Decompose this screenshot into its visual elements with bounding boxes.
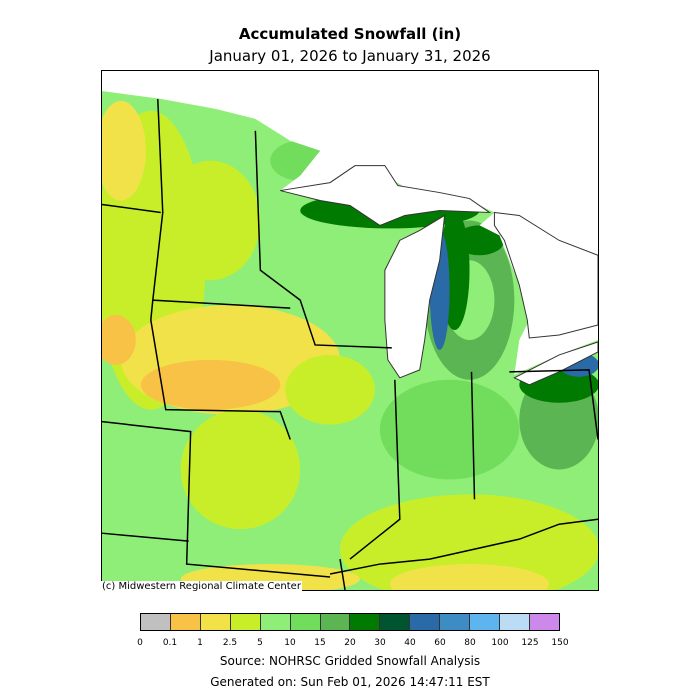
map-svg	[101, 71, 599, 591]
colorbar-tick-label: 60	[434, 638, 446, 648]
lake-michigan	[384, 214, 446, 379]
colorbar-swatch	[141, 614, 171, 630]
credit-text: (c) Midwestern Regional Climate Center	[101, 581, 302, 592]
colorbar-tick-label: 2.5	[222, 638, 238, 648]
map-subtitle: January 01, 2026 to January 31, 2026	[209, 47, 491, 65]
colorbar-swatch	[170, 614, 201, 630]
colorbar-ticks: 0 0.1 1 2.5 5 10 15 20 30 40 60 80 100 125 150	[137, 638, 568, 650]
colorbar-tick-label: 5	[257, 638, 263, 648]
state-boundaries	[101, 98, 599, 591]
colorbar-tick-label: 10	[284, 638, 296, 648]
colorbar-swatch	[529, 614, 559, 630]
generated-text: Generated on: Sun Feb 01, 2026 14:47:11 …	[210, 675, 490, 689]
colorbar-tick-label: 100	[491, 638, 509, 648]
colorbar-swatch	[260, 614, 291, 630]
snowfall-map	[101, 70, 599, 591]
colorbar-swatch	[320, 614, 351, 630]
colorbar-swatch	[380, 614, 411, 630]
colorbar-swatch	[440, 614, 471, 630]
colorbar-tick-label: 125	[521, 638, 539, 648]
colorbar-swatch	[470, 614, 501, 630]
colorbar-swatch	[500, 614, 530, 630]
colorbar-tick-label: 40	[404, 638, 416, 648]
colorbar-swatch	[230, 614, 261, 630]
map-title: Accumulated Snowfall (in)	[238, 25, 462, 43]
colorbar-tick-label: 0.1	[162, 638, 178, 648]
source-text: Source: NOHRSC Gridded Snowfall Analysis	[219, 654, 481, 668]
colorbar-tick-label: 20	[344, 638, 356, 648]
lake-huron	[493, 211, 599, 339]
colorbar-tick-label: 15	[314, 638, 326, 648]
colorbar	[140, 613, 560, 631]
lakes	[280, 165, 599, 386]
colorbar-tick-label: 80	[464, 638, 476, 648]
colorbar-swatch	[200, 614, 231, 630]
colorbar-tick-label: 150	[551, 638, 569, 648]
colorbar-swatch	[350, 614, 381, 630]
colorbar-tick-label: 0	[137, 638, 143, 648]
colorbar-swatch	[410, 614, 441, 630]
colorbar-tick-label: 30	[374, 638, 386, 648]
colorbar-tick-label: 1	[197, 638, 203, 648]
lake-superior	[280, 165, 492, 226]
colorbar-swatch	[290, 614, 321, 630]
